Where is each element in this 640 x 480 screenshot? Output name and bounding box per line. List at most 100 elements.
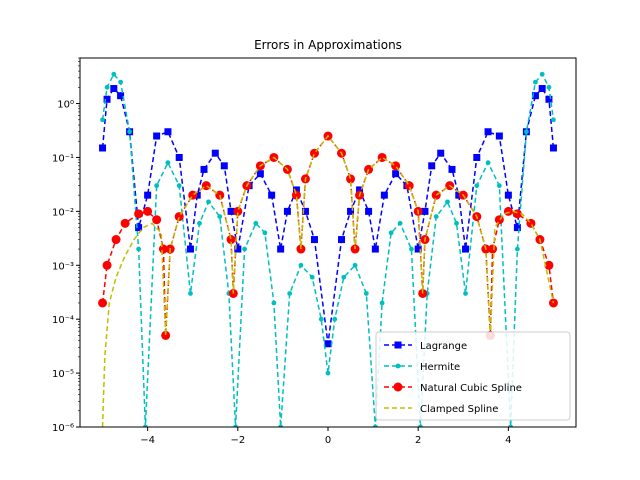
- data-point: [546, 84, 552, 90]
- series-line: [101, 134, 555, 427]
- data-point: [318, 316, 324, 322]
- legend-item: Hermite: [384, 362, 460, 373]
- data-point: [448, 165, 456, 173]
- data-point: [473, 153, 481, 161]
- data-point: [271, 300, 277, 306]
- data-point: [504, 191, 512, 199]
- y-tick-label: 10⁻⁶: [52, 423, 74, 434]
- y-tick-label: 10⁻¹: [52, 153, 74, 164]
- data-point: [206, 199, 211, 205]
- data-point: [118, 79, 123, 85]
- data-point: [197, 220, 202, 226]
- data-point: [144, 191, 152, 199]
- data-point: [531, 92, 539, 100]
- legend-label: Lagrange: [420, 341, 467, 352]
- data-point: [496, 183, 502, 189]
- data-point: [111, 235, 121, 245]
- data-point: [186, 245, 194, 253]
- data-point: [463, 291, 468, 296]
- data-point: [363, 291, 369, 296]
- data-point: [310, 236, 318, 244]
- series-layer: [98, 71, 558, 427]
- data-point: [495, 132, 503, 140]
- data-point: [365, 207, 373, 215]
- series-line: [101, 87, 555, 344]
- legend-item: Clamped Spline: [384, 404, 498, 415]
- data-point: [211, 149, 219, 157]
- data-point: [533, 79, 538, 85]
- data-point: [549, 144, 557, 152]
- data-point: [508, 424, 514, 427]
- chart-title: Errors in Approximations: [254, 38, 402, 52]
- data-point: [309, 274, 315, 280]
- data-point: [503, 206, 513, 216]
- legend-label: Natural Cubic Spline: [420, 383, 522, 394]
- x-tick-label: −4: [140, 435, 155, 446]
- data-point: [135, 224, 143, 232]
- legend-label: Hermite: [420, 362, 460, 373]
- data-point: [143, 206, 153, 216]
- data-point: [242, 246, 247, 252]
- data-point: [233, 206, 243, 216]
- legend-swatch-marker: [394, 341, 402, 349]
- data-point: [404, 181, 414, 191]
- data-point: [484, 128, 492, 136]
- data-point: [352, 262, 358, 268]
- data-point: [165, 160, 171, 166]
- data-point: [188, 291, 193, 296]
- data-point: [104, 84, 110, 90]
- data-point: [268, 191, 276, 199]
- axes-layer: −4 −2 0 2 4 10⁻⁶ 10⁻⁵ 10⁻⁴ 10⁻³ 10⁻² 10⁻¹ 10⁰: [52, 57, 512, 446]
- data-point: [99, 144, 107, 152]
- data-point: [524, 129, 529, 135]
- data-point: [154, 183, 160, 189]
- data-point: [110, 85, 118, 93]
- data-point: [233, 424, 238, 427]
- data-point: [298, 262, 304, 268]
- data-point: [227, 207, 235, 215]
- data-point: [262, 230, 268, 236]
- data-point: [414, 245, 422, 253]
- data-point: [152, 215, 162, 225]
- data-point: [437, 149, 445, 157]
- x-tick-label: 0: [325, 435, 331, 446]
- series-lagrange: [99, 85, 557, 348]
- data-point: [474, 183, 480, 189]
- data-point: [338, 236, 346, 244]
- data-point: [372, 424, 378, 427]
- data-point: [176, 183, 182, 189]
- data-point: [513, 224, 521, 232]
- data-point: [283, 207, 291, 215]
- data-point: [539, 71, 545, 77]
- data-point: [100, 117, 105, 123]
- data-point: [220, 162, 228, 170]
- data-point: [421, 207, 429, 215]
- data-point: [325, 370, 331, 376]
- data-point: [102, 260, 112, 270]
- data-point: [454, 220, 459, 226]
- data-point: [174, 212, 184, 222]
- data-point: [324, 340, 332, 348]
- data-point: [514, 246, 520, 252]
- data-point: [164, 128, 172, 136]
- legend-swatch-marker: [395, 363, 401, 369]
- data-point: [127, 129, 132, 135]
- legend-item: Lagrange: [384, 341, 467, 352]
- data-point: [356, 186, 364, 194]
- data-point: [201, 181, 211, 191]
- data-point: [433, 214, 439, 219]
- data-point: [117, 92, 125, 100]
- legend-item: Natural Cubic Spline: [384, 382, 522, 394]
- data-point: [120, 218, 130, 228]
- x-tick-label: 2: [415, 435, 421, 446]
- x-tick-label: −2: [230, 435, 245, 446]
- series-hermite: [100, 71, 556, 427]
- y-tick-label: 10⁻⁴: [52, 315, 74, 326]
- y-tick-label: 10⁰: [57, 100, 74, 111]
- data-point: [188, 190, 198, 200]
- data-point: [409, 246, 414, 252]
- data-point: [455, 191, 463, 199]
- data-point: [332, 316, 338, 322]
- data-point: [111, 71, 117, 77]
- data-point: [103, 95, 111, 103]
